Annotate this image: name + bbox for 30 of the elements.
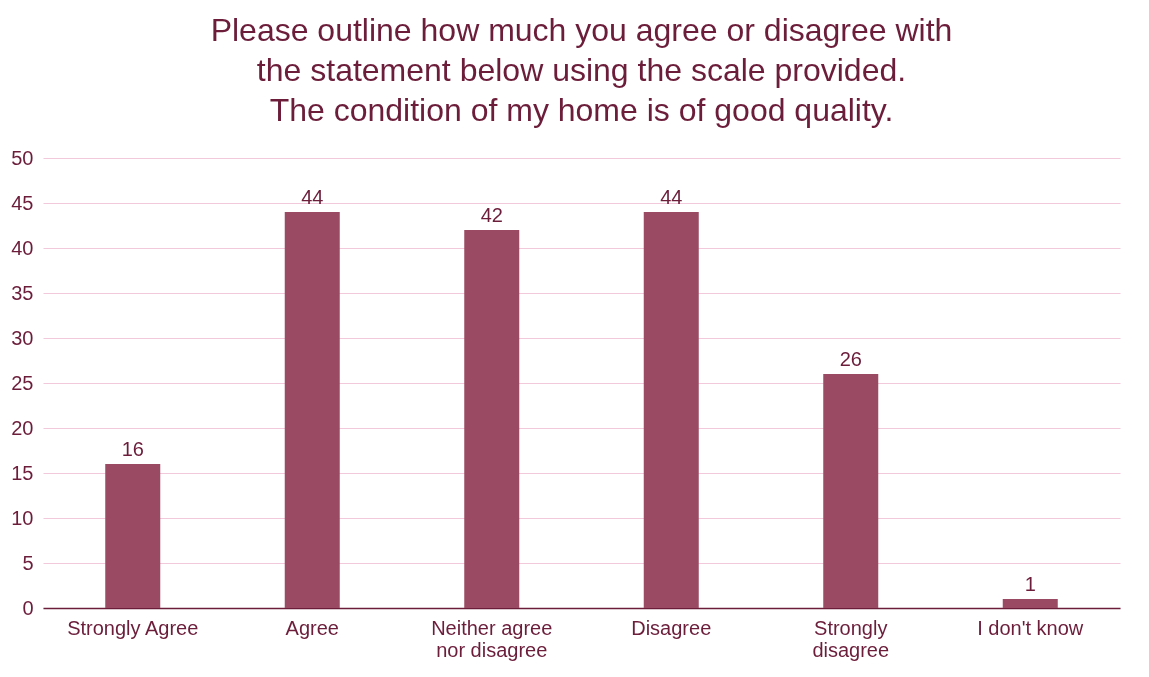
data-label: 44 [301,186,324,208]
bar [823,374,879,608]
y-tick-label: 45 [11,191,34,214]
x-tick-label: Agree [285,616,339,639]
x-tick-label: I don't know [977,616,1084,639]
bar [1002,599,1058,608]
chart-title: Please outline how much you agree or disagree with the statement below using the scale provided. The condition of my home is of good quality. [210,12,953,128]
y-tick-label: 20 [11,416,34,439]
y-tick-label: 50 [11,146,34,169]
x-tick-label: Strongly disagree [812,616,890,661]
y-tick-label: 25 [11,371,34,394]
y-tick-label: 40 [11,236,34,259]
y-tick-label: 10 [11,506,34,529]
x-tick-label: Strongly Agree [67,616,199,639]
bar [464,230,520,608]
x-tick-label: Disagree [631,616,712,639]
bar [284,212,340,608]
x-tick-label: Neither agree nor disagree [431,616,553,661]
y-tick-label: 30 [11,326,34,349]
y-tick-label: 15 [11,461,34,484]
y-tick-label: 0 [22,596,34,619]
y-tick-label: 5 [22,551,34,574]
data-label: 44 [660,186,683,208]
data-label: 1 [1024,573,1036,595]
bar [105,464,161,608]
bar [643,212,699,608]
data-label: 26 [839,348,862,370]
data-label: 16 [121,438,144,460]
data-label: 42 [480,204,503,226]
y-tick-label: 35 [11,281,34,304]
